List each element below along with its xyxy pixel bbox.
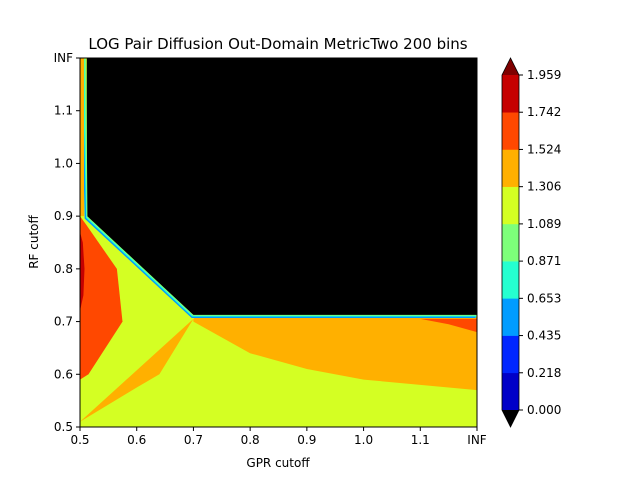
colorbar-band-4 [502, 223, 519, 262]
mask-fringe-1 [82, 59, 477, 318]
colorbar-tick-label: 1.742 [527, 105, 561, 119]
colorbar-band-7 [502, 112, 519, 150]
colorbar-tick-label: 1.959 [527, 68, 561, 82]
y-tick-label: 0.9 [54, 209, 73, 223]
x-tick-label: 0.9 [297, 433, 316, 447]
contour-region-3 [420, 318, 477, 333]
plot-frame [79, 57, 478, 428]
x-axis-label: GPR cutoff [246, 456, 310, 470]
y-tick-label: 1.1 [54, 104, 73, 118]
x-tick-label: 0.8 [241, 433, 260, 447]
y-axis-label: RF cutoff [27, 214, 41, 268]
left-edge-band [80, 58, 84, 217]
contour-region-0 [80, 318, 477, 427]
colorbar-band-1 [502, 335, 519, 374]
y-tick-label: 1.0 [54, 156, 73, 170]
x-tick-label: 0.7 [184, 433, 203, 447]
x-tick-label: INF [467, 433, 487, 447]
colorbar-tick-label: 0.871 [527, 254, 561, 268]
contour-region-5 [86, 58, 477, 316]
colorbar-tick-label: 0.653 [527, 291, 561, 305]
y-tick-label: 0.7 [54, 315, 73, 329]
colorbar-band-5 [502, 186, 519, 225]
y-tick-label: 0.5 [54, 420, 73, 434]
colorbar-extend-over [502, 58, 519, 75]
chart-title: LOG Pair Diffusion Out-Domain MetricTwo … [88, 35, 467, 53]
x-tick-label: 1.1 [411, 433, 430, 447]
colorbar-tick-label: 0.000 [527, 403, 561, 417]
x-tick-label: 0.5 [70, 433, 89, 447]
colorbar-tick-label: 1.089 [527, 217, 561, 231]
colorbar-band-0 [502, 372, 519, 411]
x-axis: 0.5 0.6 0.7 0.8 0.9 1.0 1.1 INF [70, 427, 487, 447]
contour-region-4 [80, 232, 85, 311]
colorbar-band-2 [502, 298, 519, 336]
contour-region-2 [80, 216, 123, 380]
colorbar-tick-label: 1.524 [527, 142, 561, 156]
y-axis: 0.5 0.6 0.7 0.8 0.9 1.0 1.1 INF [54, 51, 80, 434]
colorbar-tick-label: 1.306 [527, 180, 561, 194]
colorbar-band-6 [502, 149, 519, 187]
y-tick-label: 0.6 [54, 367, 73, 381]
colorbar: 0.000 0.218 0.435 0.653 0.871 1.089 1.306 1.524… [501, 57, 561, 428]
colorbar-tick-label: 0.435 [527, 329, 561, 343]
colorbar-tick-label: 0.218 [527, 366, 561, 380]
plot-area [80, 58, 477, 427]
colorbar-band-3 [502, 261, 519, 299]
x-tick-label: 0.6 [127, 433, 146, 447]
y-tick-label: 0.8 [54, 262, 73, 276]
y-tick-label: INF [54, 51, 74, 65]
colorbar-band-8 [502, 75, 519, 113]
colorbar-extend-under [502, 410, 519, 427]
x-tick-label: 1.0 [354, 433, 373, 447]
